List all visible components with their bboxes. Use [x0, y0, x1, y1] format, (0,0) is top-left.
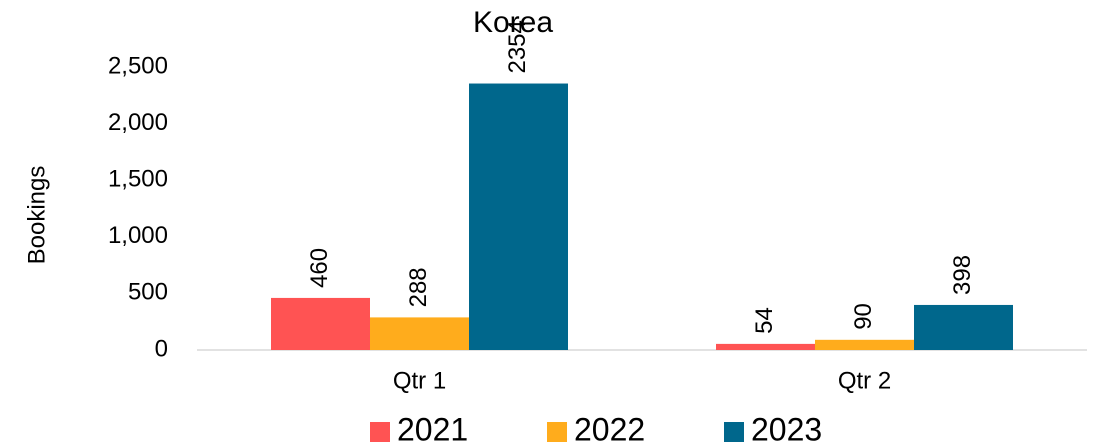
y-tick-label: 1,500 [108, 166, 168, 193]
data-label: 288 [405, 267, 432, 307]
y-tick-label: 1,000 [108, 222, 168, 249]
legend-swatch [724, 422, 744, 442]
chart-title: Korea [473, 6, 553, 39]
legend-text: 2022 [574, 411, 645, 447]
data-label: 460 [306, 248, 333, 288]
data-label: 54 [751, 307, 778, 334]
bar [815, 339, 914, 350]
y-tick-label: 0 [155, 335, 168, 362]
legend-swatch [370, 422, 390, 442]
bar [271, 297, 370, 350]
bar [914, 304, 1013, 350]
y-tick-label: 2,500 [108, 52, 168, 79]
bar [370, 317, 469, 350]
legend-text: 2023 [751, 411, 822, 447]
bar [716, 343, 815, 350]
x-tick-label: Qtr 2 [838, 367, 891, 394]
data-label: 90 [850, 303, 877, 330]
legend-swatch [547, 422, 567, 442]
x-tick-label: Qtr 1 [393, 367, 446, 394]
y-tick-label: 2,000 [108, 109, 168, 136]
legend-text: 2021 [397, 411, 468, 447]
data-label: 398 [949, 255, 976, 295]
y-tick-label: 500 [128, 279, 168, 306]
y-axis-label: Bookings [23, 166, 50, 265]
bar [469, 83, 568, 351]
data-label: 2354 [504, 20, 531, 73]
